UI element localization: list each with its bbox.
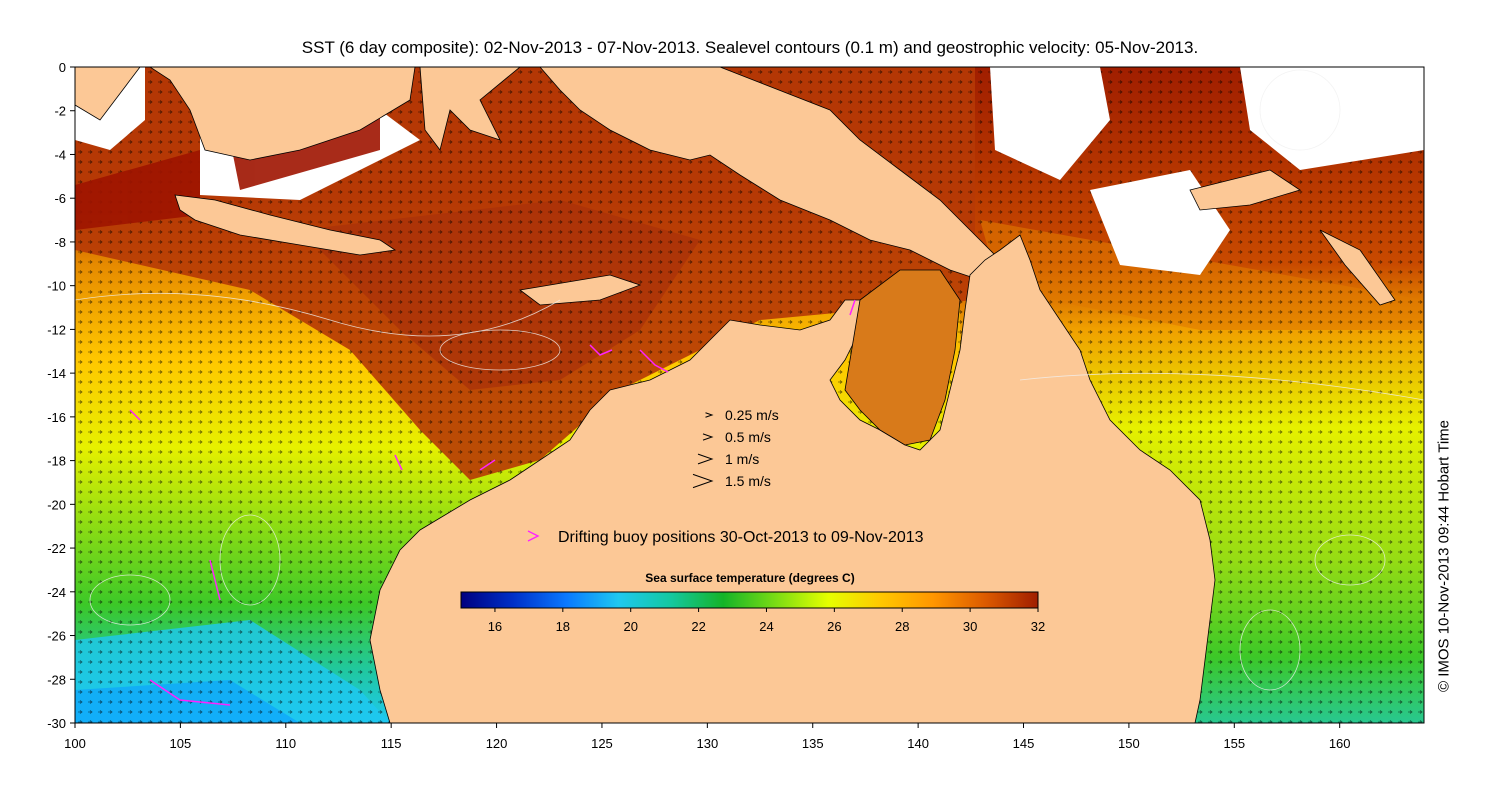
buoy-legend-label: Drifting buoy positions 30-Oct-2013 to 0… [558, 529, 924, 546]
colorbar-ramp [460, 591, 1039, 609]
colorbar-tick-label: 30 [963, 619, 977, 634]
colorbar-tick-label: 28 [895, 619, 909, 634]
land-timor [519, 274, 642, 306]
y-tick-label: -18 [47, 454, 66, 469]
y-tick-label: -10 [47, 279, 66, 294]
y-tick-label: -16 [47, 410, 66, 425]
colorbar-tick-label: 32 [1031, 619, 1045, 634]
colorbar-tick-label: 20 [623, 619, 637, 634]
velocity-legend-label: 0.5 m/s [725, 429, 771, 445]
y-tick-label: -30 [47, 716, 66, 731]
colorbar-tick-label: 16 [488, 619, 502, 634]
colorbar-tick-label: 22 [691, 619, 705, 634]
x-tick-label: 155 [1223, 736, 1245, 751]
x-tick-label: 135 [802, 736, 824, 751]
y-tick-label: 0 [59, 60, 66, 75]
colorbar-title: Sea surface temperature (degrees C) [645, 571, 854, 585]
velocity-legend: 0.25 m/s 0.5 m/s 1 m/s 1.5 m/s [692, 407, 779, 489]
velocity-legend-arrow [692, 473, 714, 489]
x-tick-label: 150 [1118, 736, 1140, 751]
buoy-legend: Drifting buoy positions 30-Oct-2013 to 0… [527, 529, 924, 546]
y-tick-label: -22 [47, 541, 66, 556]
sealevel-contours [75, 69, 1424, 691]
x-tick-label: 145 [1013, 736, 1035, 751]
land-new-guinea [539, 67, 1011, 281]
y-tick-label: -8 [54, 235, 66, 250]
x-tick-label: 100 [64, 736, 86, 751]
land-sumatra [75, 67, 141, 121]
y-tick-label: -6 [54, 191, 66, 206]
y-tick-label: -26 [47, 629, 66, 644]
colorbar: Sea surface temperature (degrees C) 16 18… [460, 571, 1045, 634]
land-sulawesi [419, 67, 521, 151]
velocity-legend-label: 1.5 m/s [725, 473, 771, 489]
colorbar-tick-label: 26 [827, 619, 841, 634]
land-new-britain [1189, 169, 1301, 211]
land-borneo [149, 67, 416, 161]
velocity-legend-arrow [705, 412, 714, 418]
buoy-legend-marker [527, 530, 540, 542]
x-tick-label: 140 [907, 736, 929, 751]
y-tick-label: -2 [54, 104, 66, 119]
credit-text: © IMOS 10-Nov-2013 09:44 Hobart Time [1435, 419, 1453, 693]
y-tick-label: -12 [47, 322, 66, 337]
x-axis: 100 105 110 115 120 125 130 135 140 145 150 155 160 [64, 723, 1351, 751]
x-tick-label: 110 [275, 736, 296, 751]
land-java [174, 194, 397, 256]
buoy-tracks [129, 299, 856, 706]
figure-title: SST (6 day composite): 02-Nov-2013 - 07-… [301, 38, 1199, 57]
x-tick-label: 115 [381, 736, 402, 751]
velocity-legend-arrow [697, 453, 714, 465]
x-tick-label: 125 [591, 736, 613, 751]
y-tick-label: -4 [54, 147, 66, 162]
y-tick-label: -28 [47, 672, 66, 687]
velocity-legend-label: 1 m/s [725, 451, 759, 467]
velocity-legend-arrow [702, 433, 714, 441]
y-tick-label: -24 [47, 585, 66, 600]
colorbar-ticks: 16 18 20 22 24 26 28 30 32 [488, 608, 1045, 634]
map-layers [75, 67, 1424, 723]
x-tick-label: 120 [486, 736, 508, 751]
x-tick-label: 105 [170, 736, 192, 751]
colorbar-tick-label: 24 [759, 619, 773, 634]
y-axis: 0 -2 -4 -6 -8 -10 -12 -14 -16 -18 -20 -22 -24 -26 -28 -… [47, 60, 75, 731]
velocity-legend-label: 0.25 m/s [725, 407, 779, 423]
y-tick-label: -20 [47, 497, 66, 512]
plot-frame [74, 66, 1425, 724]
credit-box: © IMOS 10-Nov-2013 09:44 Hobart Time [1424, 386, 1464, 726]
land-solomons [1319, 229, 1396, 306]
x-tick-label: 160 [1329, 736, 1351, 751]
y-tick-label: -14 [47, 366, 66, 381]
x-tick-label: 130 [696, 736, 718, 751]
gulf-of-carpentaria [844, 269, 961, 446]
colorbar-tick-label: 18 [556, 619, 570, 634]
